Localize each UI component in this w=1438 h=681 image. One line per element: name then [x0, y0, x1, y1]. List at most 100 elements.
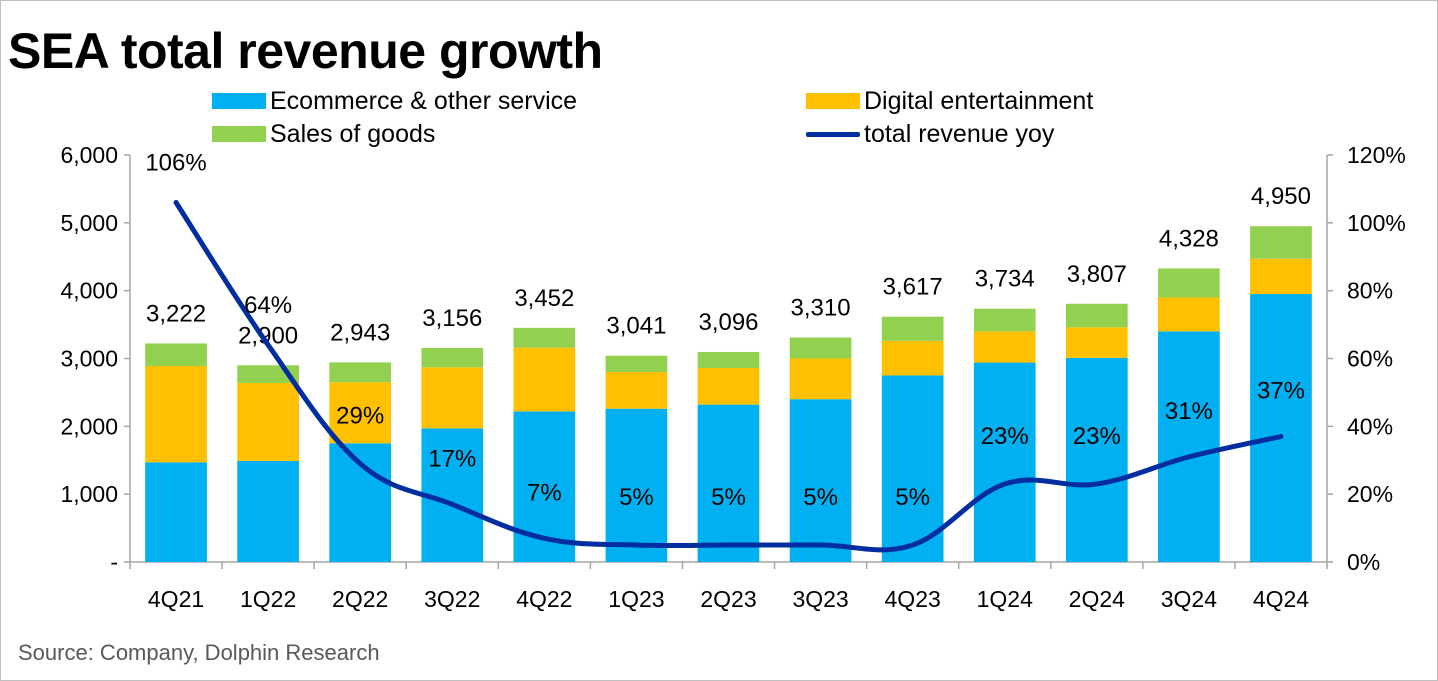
legend-label-yoy: total revenue yoy: [864, 119, 1055, 148]
legend-label-digital: Digital entertainment: [864, 86, 1094, 115]
x-tick-label: 3Q22: [424, 586, 480, 612]
y-left-tick-label: 4,000: [60, 278, 118, 304]
bar-total-label: 3,452: [514, 285, 574, 312]
y-right-tick-label: 80%: [1347, 278, 1393, 304]
bar-total-label: 3,096: [698, 309, 758, 336]
y-left-tick-label: 2,000: [60, 413, 118, 439]
bar-total-label: 4,328: [1159, 225, 1219, 252]
x-tick-label: 2Q24: [1069, 586, 1125, 612]
legend-item-digital: Digital entertainment: [806, 86, 1093, 116]
bar-segment-goods: [145, 343, 207, 366]
yoy-point-label: 5%: [711, 484, 746, 511]
x-tick-label: 3Q24: [1161, 586, 1217, 612]
chart-title: SEA total revenue growth: [8, 23, 603, 79]
bar-total-label: 3,041: [606, 313, 666, 340]
bar-segment-goods: [605, 355, 668, 373]
x-tick-label: 4Q21: [148, 586, 204, 612]
x-tick-label: 2Q22: [332, 586, 388, 612]
bar-segment-digital: [513, 347, 576, 412]
yoy-point-label: 5%: [619, 484, 654, 511]
x-tick-label: 2Q23: [700, 586, 756, 612]
bar-segment-ecommerce: [1158, 331, 1220, 562]
yoy-point-label: 64%: [244, 292, 292, 319]
bar-segment-ecommerce: [1250, 294, 1312, 562]
bar-total-label: 4,950: [1251, 183, 1311, 210]
y-right-tick-label: 100%: [1347, 210, 1406, 236]
bar-total-label: 3,807: [1067, 261, 1127, 288]
legend-label-ecommerce: Ecommerce & other service: [270, 86, 578, 115]
bar-segment-ecommerce: [881, 375, 944, 562]
yoy-point-label: 5%: [803, 484, 838, 511]
bar-segment-digital: [881, 340, 944, 376]
x-tick-label: 4Q23: [885, 586, 941, 612]
y-right-tick-label: 20%: [1347, 481, 1393, 507]
legend: Ecommerce & other service Digital entert…: [0, 0, 1438, 160]
source-note: Source: Company, Dolphin Research: [18, 640, 380, 665]
bar-segment-digital: [329, 382, 392, 444]
bar-segment-digital: [605, 372, 668, 409]
bar-total-label: 2,943: [330, 319, 390, 346]
bar-segment-ecommerce: [973, 362, 1036, 562]
yoy-point-label: 23%: [1073, 423, 1121, 450]
bar-segment-digital: [1065, 327, 1128, 358]
bar-total-label: 3,310: [791, 294, 851, 321]
y-right-tick-label: 0%: [1347, 549, 1380, 575]
bar-segment-goods: [789, 337, 852, 359]
bar-segment-ecommerce: [237, 460, 299, 562]
bar-segment-ecommerce: [605, 408, 668, 562]
bar-total-label: 3,617: [883, 274, 943, 301]
bar-segment-goods: [1250, 226, 1312, 259]
bar-total-label: 3,156: [422, 305, 482, 332]
yoy-point-label: 29%: [336, 403, 384, 430]
bar-segment-ecommerce: [697, 404, 760, 562]
legend-swatch-ecommerce: [212, 93, 266, 109]
bar-segment-ecommerce: [145, 462, 207, 562]
y-left-tick-label: -: [110, 549, 118, 575]
yoy-point-label: 17%: [428, 445, 476, 472]
bar-segment-digital: [421, 367, 484, 429]
y-left-tick-label: 5,000: [60, 210, 118, 236]
x-tick-label: 1Q23: [608, 586, 664, 612]
bar-segment-goods: [513, 327, 576, 348]
bar-total-label: 3,734: [975, 266, 1035, 293]
yoy-point-label: 106%: [145, 149, 206, 176]
bar-segment-goods: [329, 362, 392, 383]
legend-item-ecommerce: Ecommerce & other service: [212, 86, 577, 116]
bar-segment-goods: [421, 347, 484, 368]
yoy-point-label: 5%: [895, 484, 930, 511]
x-tick-label: 1Q22: [240, 586, 296, 612]
bar-segment-ecommerce: [1065, 357, 1128, 562]
x-tick-label: 4Q22: [516, 586, 572, 612]
legend-item-yoy: total revenue yoy: [806, 119, 1054, 149]
bar-segment-digital: [1158, 297, 1220, 332]
bar-segment-ecommerce: [789, 399, 852, 562]
yoy-point-label: 31%: [1165, 398, 1213, 425]
bar-segment-goods: [697, 351, 760, 368]
bar-segment-digital: [973, 331, 1036, 363]
legend-item-goods: Sales of goods: [212, 119, 435, 149]
bar-total-label: 3,222: [146, 300, 206, 327]
y-left-tick-label: 1,000: [60, 481, 118, 507]
x-tick-label: 4Q24: [1253, 586, 1309, 612]
y-left-tick-label: 3,000: [60, 346, 118, 372]
y-left-tick-label: 6,000: [60, 142, 118, 168]
x-tick-label: 1Q24: [977, 586, 1033, 612]
bar-segment-goods: [1065, 303, 1128, 328]
bar-segment-goods: [973, 308, 1036, 332]
y-right-tick-label: 60%: [1347, 346, 1393, 372]
bar-segment-digital: [789, 358, 852, 400]
yoy-point-label: 7%: [527, 479, 562, 506]
x-tick-label: 3Q23: [792, 586, 848, 612]
bar-segment-digital: [697, 367, 760, 405]
bar-segment-digital: [237, 382, 299, 461]
yoy-line: [173, 199, 1284, 553]
y-right-tick-label: 120%: [1347, 142, 1406, 168]
legend-label-goods: Sales of goods: [270, 119, 436, 148]
yoy-point-label: 37%: [1257, 378, 1305, 405]
legend-swatch-yoy: [806, 131, 860, 137]
y-right-tick-label: 40%: [1347, 413, 1393, 439]
bar-segment-digital: [145, 365, 207, 463]
bar-segment-digital: [1250, 258, 1312, 295]
legend-swatch-digital: [806, 93, 860, 109]
